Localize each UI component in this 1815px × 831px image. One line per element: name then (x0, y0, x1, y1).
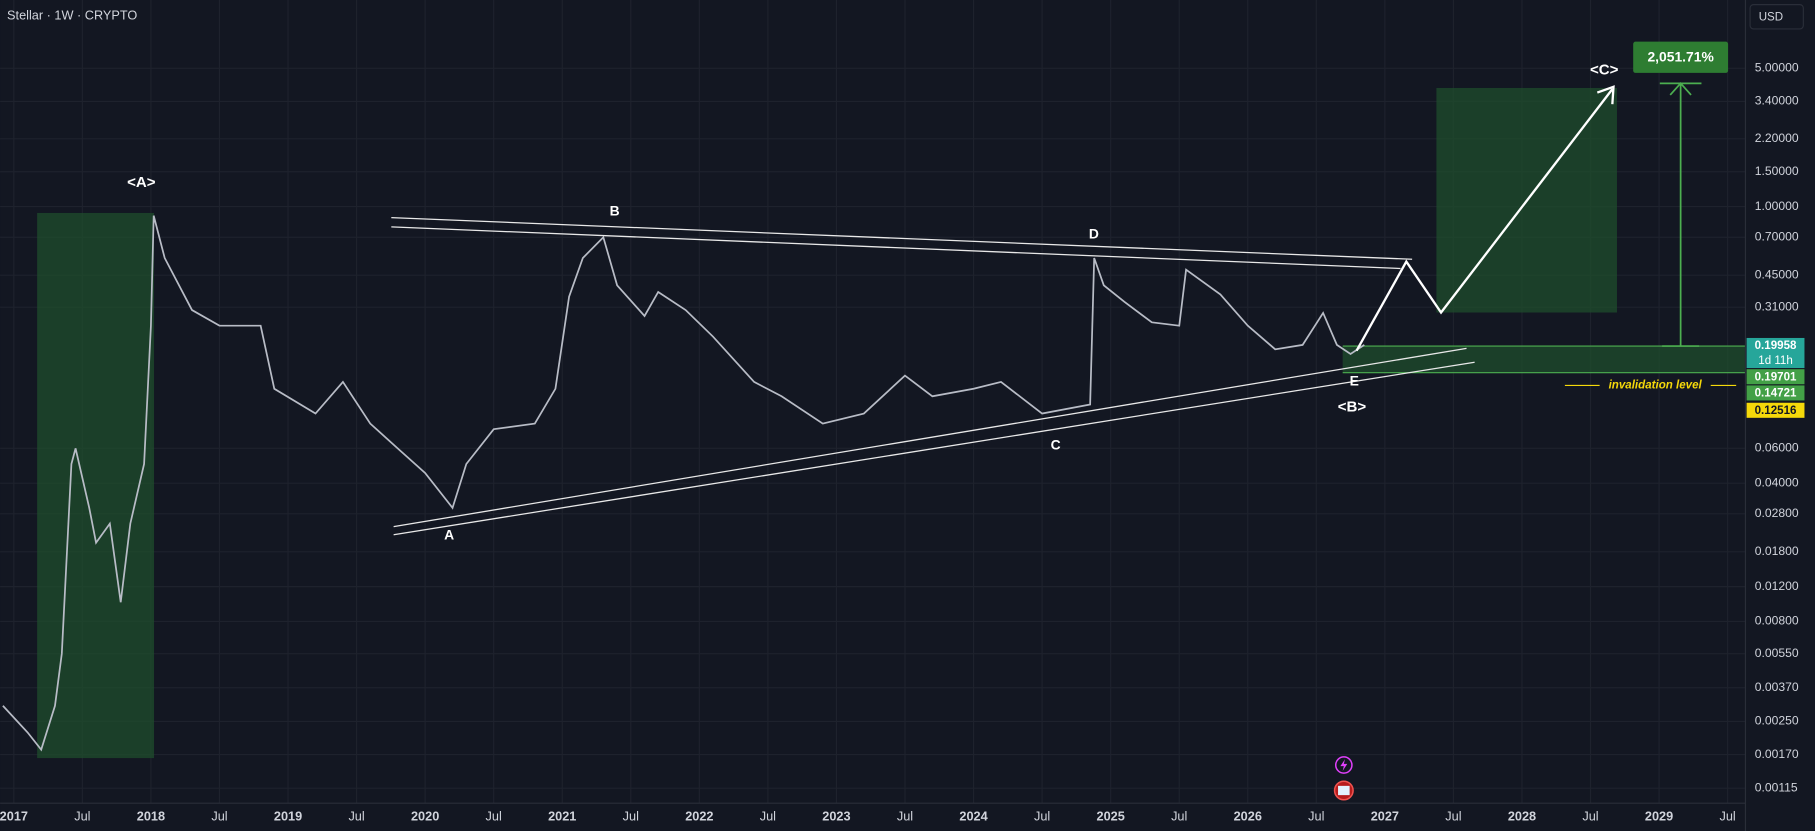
y-tick-label: 0.01200 (1755, 579, 1799, 593)
wave-label: <C> (1590, 62, 1619, 79)
y-tick-label: 0.00170 (1755, 747, 1799, 761)
entry-zone (1342, 346, 1746, 373)
x-tick-label: 2028 (1508, 808, 1536, 823)
event-icon-glyph (1338, 785, 1350, 796)
y-tick-label: 0.02800 (1755, 506, 1799, 520)
price-tag (1746, 385, 1805, 401)
y-tick-label: 1.50000 (1755, 164, 1799, 178)
x-tick-label: 2021 (548, 808, 576, 823)
y-tick-label: 0.31000 (1755, 299, 1799, 313)
y-tick-label: 0.00800 (1755, 614, 1799, 628)
wave-label: A (444, 527, 454, 543)
x-tick-label: 2022 (685, 808, 713, 823)
x-tick-label: 2027 (1371, 808, 1399, 823)
projection-path (1355, 88, 1614, 352)
x-tick-label: Jul (74, 808, 90, 823)
currency-label[interactable]: USD (1759, 11, 1783, 23)
target-arrow (1669, 82, 1692, 96)
trend-line (393, 361, 1475, 536)
x-tick-label: Jul (760, 808, 776, 823)
price-tag-label: 0.12516 (1755, 405, 1797, 417)
wave-label: B (610, 202, 620, 218)
price-tag-label: 0.19701 (1755, 371, 1797, 383)
target-percent: 2,051.71% (1647, 49, 1713, 65)
grid (0, 0, 1746, 804)
event-icon-glyph (1340, 759, 1348, 771)
x-tick-label: Jul (1308, 808, 1324, 823)
price-tag (1746, 402, 1805, 418)
x-tick-label: Jul (623, 808, 639, 823)
price-tag (1746, 337, 1805, 369)
x-tick-label: 2029 (1645, 808, 1673, 823)
x-tick-label: 2025 (1097, 808, 1125, 823)
y-tick-label: 0.00370 (1755, 680, 1799, 694)
wave-label: <A> (127, 174, 156, 191)
y-tick-label: 1.00000 (1755, 199, 1799, 213)
trend-line (393, 347, 1467, 528)
wave-label: E (1350, 373, 1359, 389)
y-tick-label: 2.20000 (1755, 131, 1799, 145)
y-tick-label: 0.00550 (1755, 646, 1799, 660)
x-tick-label: Jul (211, 808, 227, 823)
invalidation-label: invalidation level (1609, 379, 1703, 391)
bar-countdown: 1d 11h (1758, 355, 1793, 367)
impulse-zone (37, 212, 155, 759)
y-tick-label: 0.70000 (1755, 229, 1799, 243)
x-tick-label: 2018 (137, 808, 165, 823)
price-tag-label: 0.19958 (1755, 340, 1797, 352)
event-icon[interactable] (1334, 756, 1353, 774)
x-tick-label: 2019 (274, 808, 302, 823)
x-tick-label: 2024 (959, 808, 987, 823)
y-tick-label: 5.00000 (1755, 60, 1799, 74)
wave-label: D (1089, 226, 1099, 242)
x-tick-label: 2026 (1234, 808, 1262, 823)
x-tick-label: 2023 (822, 808, 850, 823)
x-tick-label: Jul (348, 808, 364, 823)
x-tick-label: Jul (1582, 808, 1598, 823)
price-tag-label: 0.14721 (1755, 388, 1797, 400)
y-tick-label: 0.00115 (1755, 780, 1798, 794)
y-tick-label: 3.40000 (1755, 94, 1799, 108)
x-tick-label: Jul (897, 808, 913, 823)
projection-arrowhead (1596, 85, 1615, 105)
y-tick-label: 0.00250 (1755, 714, 1799, 728)
trend-line (391, 216, 1413, 260)
price-line (2, 215, 1365, 752)
x-tick-label: Jul (1034, 808, 1050, 823)
currency-button[interactable] (1749, 4, 1804, 30)
x-tick-label: Jul (1171, 808, 1187, 823)
x-tick-label: 2017 (0, 808, 28, 823)
wave-label: C (1051, 436, 1061, 452)
x-tick-label: Jul (1445, 808, 1461, 823)
wave-label: <B> (1338, 398, 1367, 415)
y-tick-label: 0.01800 (1755, 544, 1799, 558)
x-tick-label: 2020 (411, 808, 439, 823)
y-tick-label: 0.06000 (1755, 441, 1799, 455)
x-tick-label: Jul (486, 808, 502, 823)
x-tick-label: Jul (1719, 808, 1735, 823)
symbol-title: Stellar · 1W · CRYPTO (7, 8, 137, 23)
trend-line (391, 226, 1401, 270)
price-tag (1746, 369, 1805, 385)
y-tick-label: 0.04000 (1755, 475, 1799, 489)
y-tick-label: 0.45000 (1755, 267, 1799, 281)
axes: 2017 Jul 2018 Jul 2019 Jul 2020 Jul 2021 Jul 2022 J… (0, 60, 1805, 823)
target-badge (1633, 41, 1729, 73)
plot (2, 215, 1365, 752)
